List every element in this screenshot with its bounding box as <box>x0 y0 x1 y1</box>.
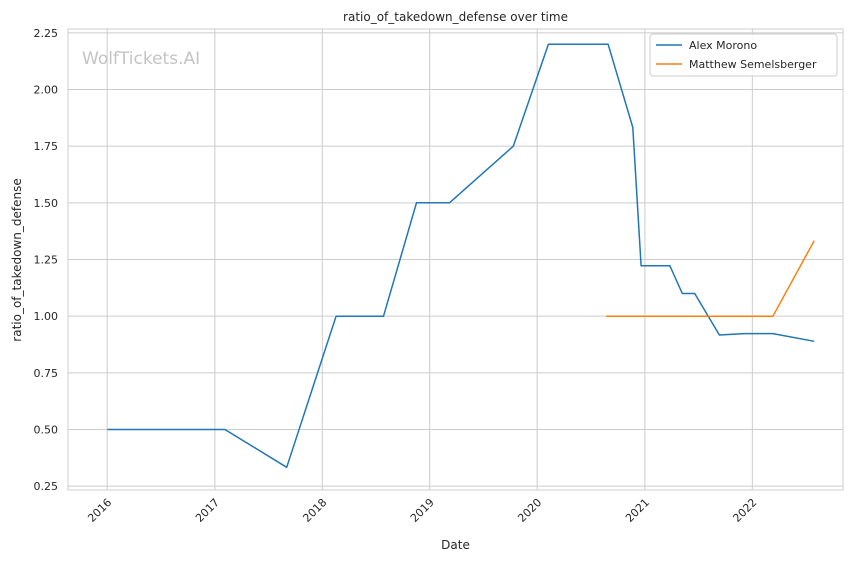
y-tick-label: 2.00 <box>34 84 59 97</box>
x-tick-label: 2016 <box>85 496 114 525</box>
x-tick-label: 2022 <box>730 496 759 525</box>
x-tick-labels: 2016 2017 2018 2019 2020 2021 2022 <box>85 496 759 525</box>
watermark-text: WolfTickets.AI <box>82 49 200 69</box>
legend-box <box>649 33 838 77</box>
x-axis-title: Date <box>441 538 470 552</box>
y-tick-label: 1.50 <box>34 197 59 210</box>
series-lines <box>107 43 815 469</box>
legend: Alex Morono Matthew Semelsberger <box>649 33 838 77</box>
x-tick-label: 2018 <box>300 496 329 525</box>
x-tick-label: 2020 <box>515 496 544 525</box>
series-line-matthew-semelsberger <box>606 240 815 317</box>
y-tick-label: 1.75 <box>34 140 59 153</box>
series-line-alex-morono <box>107 43 815 469</box>
y-tick-label: 0.25 <box>34 480 59 493</box>
y-tick-label: 0.75 <box>34 367 59 380</box>
legend-label-matthew-semelsberger: Matthew Semelsberger <box>689 58 817 71</box>
y-tick-label: 0.50 <box>34 423 59 436</box>
x-tick-label: 2019 <box>408 496 437 525</box>
y-tick-label: 1.25 <box>34 254 59 267</box>
x-gridlines <box>106 29 753 490</box>
y-tick-label: 2.25 <box>34 27 59 40</box>
y-tick-labels: 0.25 0.50 0.75 1.00 1.25 1.50 1.75 2.00 2.25 <box>34 27 59 493</box>
legend-label-alex-morono: Alex Morono <box>689 39 757 52</box>
y-tick-label: 1.00 <box>34 310 59 323</box>
x-tick-label: 2021 <box>623 496 652 525</box>
y-axis-title: ratio_of_takedown_defense <box>10 178 24 341</box>
chart-title: ratio_of_takedown_defense over time <box>343 10 568 24</box>
x-tick-label: 2017 <box>193 496 222 525</box>
y-gridlines <box>68 32 843 487</box>
plot-frame <box>67 28 844 491</box>
